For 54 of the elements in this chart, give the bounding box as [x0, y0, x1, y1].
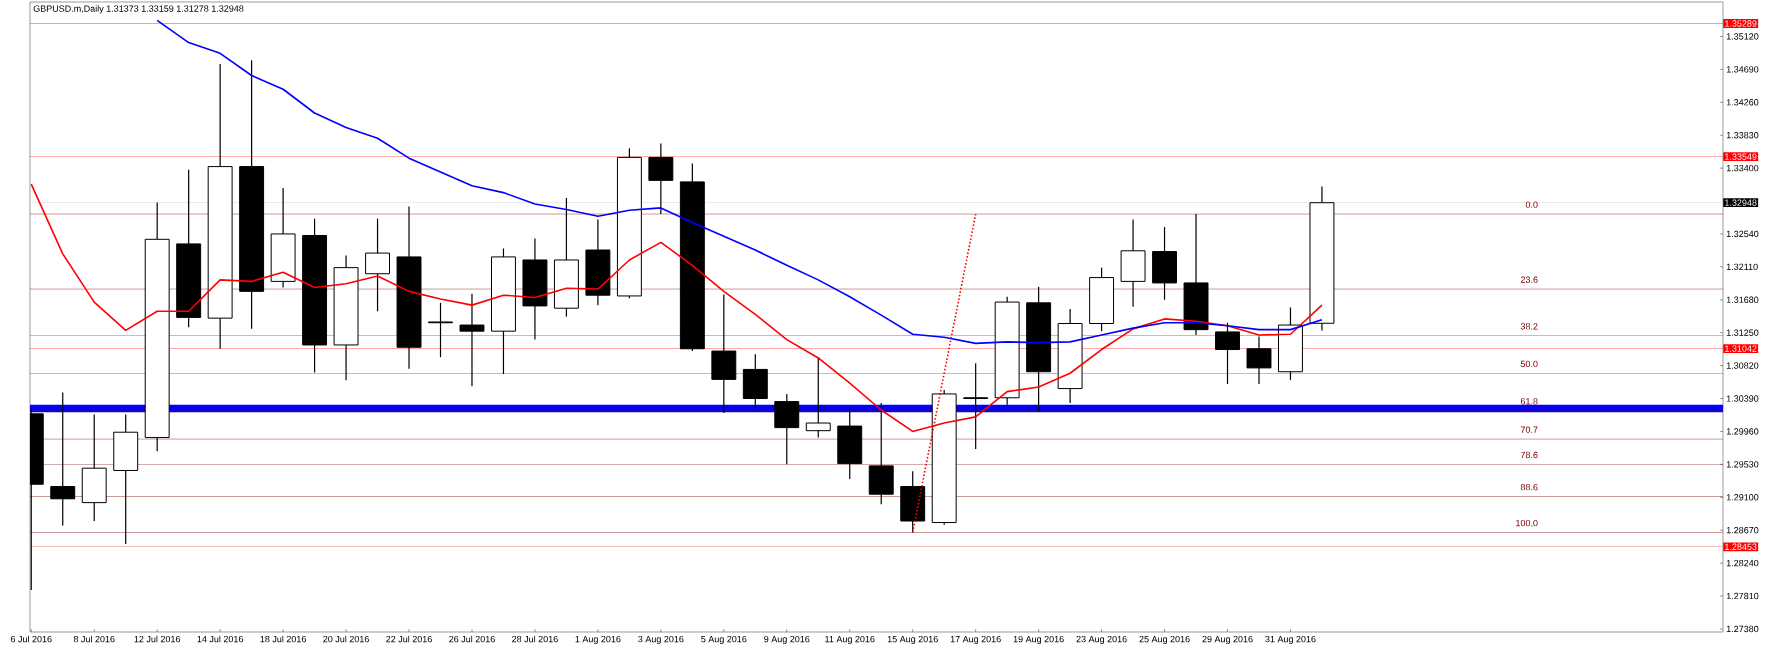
y-tick-label: 1.34260: [1726, 99, 1759, 106]
x-tick-label: 22 Jul 2016: [386, 635, 432, 643]
x-tick-label: 23 Aug 2016: [1076, 635, 1127, 645]
x-tick-label: 18 Jul 2016: [260, 635, 306, 643]
ref-line-label: 1.31042: [1725, 345, 1757, 352]
annotation: 0.0: [1525, 201, 1538, 208]
x-tick-label: 28 Jul 2016: [512, 635, 558, 643]
x-tick-label: 1 Aug 2016: [575, 635, 621, 645]
y-tick-label: 1.29530: [1726, 461, 1759, 468]
x-tick-label: 5 Aug 2016: [701, 635, 747, 645]
ref-line-label: 1.28453: [1725, 543, 1757, 550]
x-tick-label: 11 Aug 2016: [825, 635, 875, 645]
annotation: 70.7: [1520, 426, 1538, 433]
y-tick-label: 1.28240: [1726, 559, 1759, 567]
y-tick-label: 1.30820: [1726, 362, 1759, 369]
y-tick-label: 1.27380: [1726, 625, 1759, 633]
annotation: 78.6: [1520, 451, 1538, 459]
annotation: 50.0: [1520, 360, 1538, 368]
y-tick-label: 1.29100: [1726, 494, 1759, 501]
x-tick-label: 29 Aug 2016: [1202, 635, 1253, 645]
y-tick-label: 1.27810: [1726, 592, 1759, 600]
y-tick-label: 1.31250: [1726, 329, 1759, 336]
x-tick-label: 31 Aug 2016: [1265, 635, 1316, 645]
y-tick-label: 1.30390: [1726, 395, 1759, 402]
y-tick-label: 1.28670: [1726, 527, 1759, 534]
x-tick-label: 17 Aug 2016: [950, 635, 1001, 645]
x-tick-label: 14 Jul 2016: [197, 635, 243, 643]
ref-line-label: 1.33549: [1725, 153, 1757, 160]
annotation: 23.6: [1520, 276, 1538, 283]
y-tick-label: 1.29960: [1726, 428, 1759, 435]
y-tick-label: 1.33400: [1726, 164, 1759, 172]
x-tick-label: 25 Aug 2016: [1139, 635, 1190, 645]
annotation: 61.8: [1520, 398, 1538, 405]
x-tick-label: 3 Aug 2016: [638, 635, 684, 645]
annotation: 100.0: [1516, 519, 1538, 527]
x-tick-label: 20 Jul 2016: [323, 635, 369, 643]
x-tick-label: 8 Jul 2016: [73, 635, 115, 643]
x-tick-label: 19 Aug 2016: [1013, 635, 1064, 645]
x-tick-label: 26 Jul 2016: [449, 635, 495, 643]
chart-title: GBPUSD.m,Daily 1.31373 1.33159 1.31278 1.32948: [33, 5, 244, 14]
x-tick-label: 12 Jul 2016: [134, 635, 181, 643]
annotation: 88.6: [1520, 483, 1538, 491]
y-tick-label: 1.35120: [1726, 33, 1759, 40]
y-tick-label: 1.33830: [1726, 132, 1759, 139]
ref-line-label: 1.32948: [1725, 199, 1757, 206]
y-tick-label: 1.34690: [1726, 66, 1759, 73]
y-tick-label: 1.32110: [1726, 263, 1758, 271]
y-tick-label: 1.32540: [1726, 230, 1759, 238]
ref-line-label: 1.35289: [1725, 20, 1757, 27]
x-tick-label: 6 Jul 2016: [10, 635, 52, 643]
annotation: 38.2: [1520, 323, 1538, 330]
x-tick-label: 15 Aug 2016: [887, 635, 938, 645]
y-tick-label: 1.31680: [1726, 296, 1759, 303]
x-tick-label: 9 Aug 2016: [764, 635, 810, 645]
